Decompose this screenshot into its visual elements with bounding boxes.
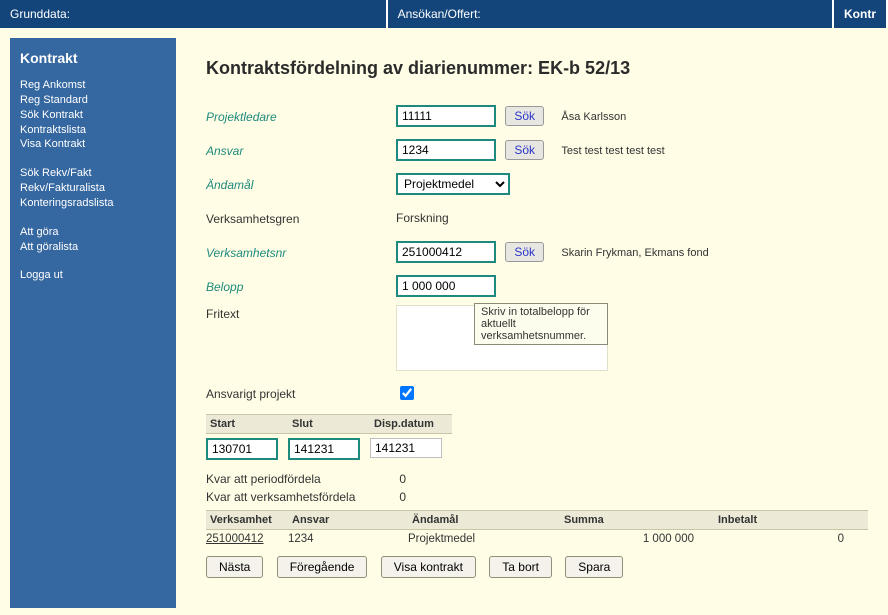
sidebar-item-reg-standard[interactable]: Reg Standard bbox=[20, 93, 166, 108]
alloc-ansvar: 1234 bbox=[288, 533, 408, 545]
alloc-header-andamal: Ändamål bbox=[408, 511, 560, 529]
topbar-ansokan[interactable]: Ansökan/Offert: bbox=[388, 0, 834, 28]
topbar-grunddata[interactable]: Grunddata: bbox=[0, 0, 388, 28]
sidebar-item-sok-rekvfakt[interactable]: Sök Rekv/Fakt bbox=[20, 166, 166, 181]
andamal-select[interactable]: Projektmedel bbox=[396, 173, 510, 195]
dispdatum-input[interactable] bbox=[370, 438, 442, 458]
alloc-header-row: Verksamhet Ansvar Ändamål Summa Inbetalt bbox=[206, 510, 868, 530]
belopp-input[interactable] bbox=[396, 275, 496, 297]
label-ansvar: Ansvar bbox=[206, 142, 396, 158]
ansvar-input[interactable] bbox=[396, 139, 496, 161]
ta-bort-button[interactable]: Ta bort bbox=[489, 556, 552, 578]
sidebar-item-att-gora[interactable]: Att göra bbox=[20, 225, 166, 240]
header-start: Start bbox=[206, 415, 288, 433]
spara-button[interactable]: Spara bbox=[565, 556, 623, 578]
label-verksamhetsnr: Verksamhetsnr bbox=[206, 244, 396, 260]
alloc-summa: 1 000 000 bbox=[560, 533, 714, 545]
alloc-andamal: Projektmedel bbox=[408, 533, 560, 545]
alloc-header-ansvar: Ansvar bbox=[288, 511, 408, 529]
label-projektledare: Projektledare bbox=[206, 108, 396, 124]
label-kvar-period: Kvar att periodfördela bbox=[206, 472, 396, 486]
sidebar-item-konteringsradslista[interactable]: Konteringsradslista bbox=[20, 196, 166, 211]
kvar-verksamhet-value: 0 bbox=[399, 490, 406, 504]
alloc-inbetalt: 0 bbox=[714, 533, 844, 545]
label-ansvarigt-projekt: Ansvarigt projekt bbox=[206, 385, 396, 401]
verksamhetsnr-desc: Skarin Frykman, Ekmans fond bbox=[561, 247, 708, 259]
topbar-kontrakt[interactable]: Kontr bbox=[834, 0, 888, 28]
verksamhetsgren-value: Forskning bbox=[396, 211, 449, 225]
sidebar-item-kontraktslista[interactable]: Kontraktslista bbox=[20, 123, 166, 138]
belopp-tooltip: Skriv in totalbelopp för aktuellt verksa… bbox=[474, 303, 608, 345]
alloc-row: 251000412 1234 Projektmedel 1 000 000 0 bbox=[206, 530, 868, 548]
sidebar-group-3: Att göra Att göralista bbox=[20, 225, 166, 255]
page-title: Kontraktsfördelning av diarienummer: EK-… bbox=[206, 58, 868, 79]
sidebar-item-sok-kontrakt[interactable]: Sök Kontrakt bbox=[20, 108, 166, 123]
label-fritext: Fritext bbox=[206, 305, 396, 321]
label-andamal: Ändamål bbox=[206, 176, 396, 192]
alloc-header-verksamhet: Verksamhet bbox=[206, 511, 288, 529]
verksamhetsnr-sok-button[interactable]: Sök bbox=[505, 242, 544, 262]
visa-kontrakt-button[interactable]: Visa kontrakt bbox=[381, 556, 476, 578]
label-kvar-verksamhet: Kvar att verksamhetsfördela bbox=[206, 490, 396, 504]
start-input[interactable] bbox=[206, 438, 278, 460]
projektledare-sok-button[interactable]: Sök bbox=[505, 106, 544, 126]
alloc-verksamhet-link[interactable]: 251000412 bbox=[206, 533, 264, 545]
sidebar-item-att-goralista[interactable]: Att göralista bbox=[20, 240, 166, 255]
sidebar-item-logga-ut[interactable]: Logga ut bbox=[20, 268, 166, 283]
kvar-period-value: 0 bbox=[399, 472, 406, 486]
main-content: Kontraktsfördelning av diarienummer: EK-… bbox=[176, 28, 888, 608]
sidebar-item-reg-ankomst[interactable]: Reg Ankomst bbox=[20, 78, 166, 93]
date-header-row: Start Slut Disp.datum bbox=[206, 414, 452, 434]
ansvar-desc: Test test test test test bbox=[561, 145, 664, 157]
sidebar-group-2: Sök Rekv/Fakt Rekv/Fakturalista Konterin… bbox=[20, 166, 166, 211]
topbar: Grunddata: Ansökan/Offert: Kontr bbox=[0, 0, 888, 28]
foregaende-button[interactable]: Föregående bbox=[277, 556, 368, 578]
label-belopp: Belopp bbox=[206, 278, 396, 294]
action-buttons: Nästa Föregående Visa kontrakt Ta bort S… bbox=[206, 556, 868, 578]
header-slut: Slut bbox=[288, 415, 370, 433]
ansvarigt-projekt-checkbox[interactable] bbox=[400, 386, 414, 400]
sidebar-heading: Kontrakt bbox=[20, 50, 166, 66]
sidebar-item-visa-kontrakt[interactable]: Visa Kontrakt bbox=[20, 137, 166, 152]
sidebar-group-4: Logga ut bbox=[20, 268, 166, 283]
ansvar-sok-button[interactable]: Sök bbox=[505, 140, 544, 160]
header-dispdatum: Disp.datum bbox=[370, 415, 452, 433]
sidebar-item-rekvfakturalista[interactable]: Rekv/Fakturalista bbox=[20, 181, 166, 196]
nasta-button[interactable]: Nästa bbox=[206, 556, 263, 578]
slut-input[interactable] bbox=[288, 438, 360, 460]
alloc-header-inbetalt: Inbetalt bbox=[714, 511, 844, 529]
label-verksamhetsgren: Verksamhetsgren bbox=[206, 210, 396, 226]
projektledare-input[interactable] bbox=[396, 105, 496, 127]
alloc-header-summa: Summa bbox=[560, 511, 714, 529]
verksamhetsnr-input[interactable] bbox=[396, 241, 496, 263]
sidebar-group-1: Reg Ankomst Reg Standard Sök Kontrakt Ko… bbox=[20, 78, 166, 152]
projektledare-desc: Åsa Karlsson bbox=[561, 111, 626, 123]
sidebar: Kontrakt Reg Ankomst Reg Standard Sök Ko… bbox=[0, 28, 176, 608]
